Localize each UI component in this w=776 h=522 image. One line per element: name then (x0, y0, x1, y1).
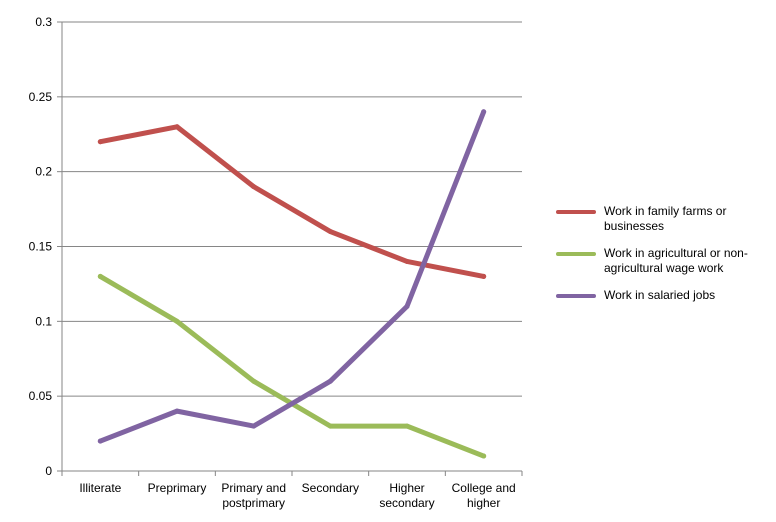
legend-label-wage-work-line2: agricultural wage work (604, 261, 724, 275)
x-tick-label-line: higher (467, 496, 500, 510)
legend-swatch-wage-work (556, 252, 596, 256)
data-point (404, 258, 410, 264)
y-tick-label: 0 (45, 464, 52, 478)
data-point (251, 184, 257, 190)
y-axis-ticks: 0 0.05 0.1 0.15 0.2 0.25 0.3 (29, 15, 62, 478)
data-point (481, 109, 487, 115)
series-lines (97, 109, 487, 459)
legend-swatch-family-farms (556, 210, 596, 214)
x-tick-label: Preprimary (148, 481, 207, 495)
y-tick-label: 0.25 (29, 90, 53, 104)
legend-item-salaried-jobs: Work in salaried jobs (556, 288, 766, 303)
y-tick-label: 0.15 (29, 240, 53, 254)
legend-swatch-salaried-jobs (556, 294, 596, 298)
x-tick-label-line: postprimary (222, 496, 285, 510)
legend-label-wage-work-line1: Work in agricultural or non- (604, 246, 748, 260)
x-tick-label-line: Illiterate (79, 481, 121, 495)
data-point (481, 273, 487, 279)
x-tick-label: Secondary (302, 481, 359, 495)
legend-label-salaried-jobs: Work in salaried jobs (604, 288, 716, 302)
data-point (327, 423, 333, 429)
data-point (174, 318, 180, 324)
x-tick-label-line: Primary and (221, 481, 286, 495)
x-tick-label-line: Secondary (302, 481, 359, 495)
y-tick-label: 0.2 (35, 165, 52, 179)
x-tick-label-line: College and (452, 481, 516, 495)
series-line-2 (97, 109, 487, 444)
x-tick-label-line: Higher (389, 481, 424, 495)
x-tick-label: Higher secondary (379, 481, 434, 510)
data-point (174, 124, 180, 130)
legend: Work in family farms or businesses Work … (556, 204, 766, 315)
data-point (251, 378, 257, 384)
x-axis-ticks: Illiterate Preprimary Primary and postprima… (61, 471, 523, 510)
x-tick-label-line: Preprimary (148, 481, 207, 495)
data-point (97, 139, 103, 145)
legend-label-family-farms-line1: Work in family farms or (604, 204, 727, 218)
data-point (404, 303, 410, 309)
series-line-0 (97, 124, 487, 279)
y-tick-label: 0.05 (29, 389, 53, 403)
data-point (327, 378, 333, 384)
data-point (97, 438, 103, 444)
gridlines (62, 21, 522, 397)
series-line-1 (97, 273, 487, 459)
y-tick-label: 0.1 (35, 314, 52, 328)
data-point (327, 229, 333, 235)
x-tick-label-line: secondary (379, 496, 434, 510)
data-point (481, 453, 487, 459)
y-tick-label: 0.3 (35, 15, 52, 29)
x-tick-label: Primary and postprimary (221, 481, 286, 510)
legend-item-wage-work: Work in agricultural or non- agricultura… (556, 246, 766, 276)
legend-label-family-farms-line2: businesses (604, 219, 665, 233)
legend-item-family-farms: Work in family farms or businesses (556, 204, 766, 234)
data-point (174, 408, 180, 414)
data-point (251, 423, 257, 429)
data-point (97, 273, 103, 279)
data-point (404, 423, 410, 429)
x-tick-label: Illiterate (79, 481, 121, 495)
x-tick-label: College and higher (452, 481, 516, 510)
